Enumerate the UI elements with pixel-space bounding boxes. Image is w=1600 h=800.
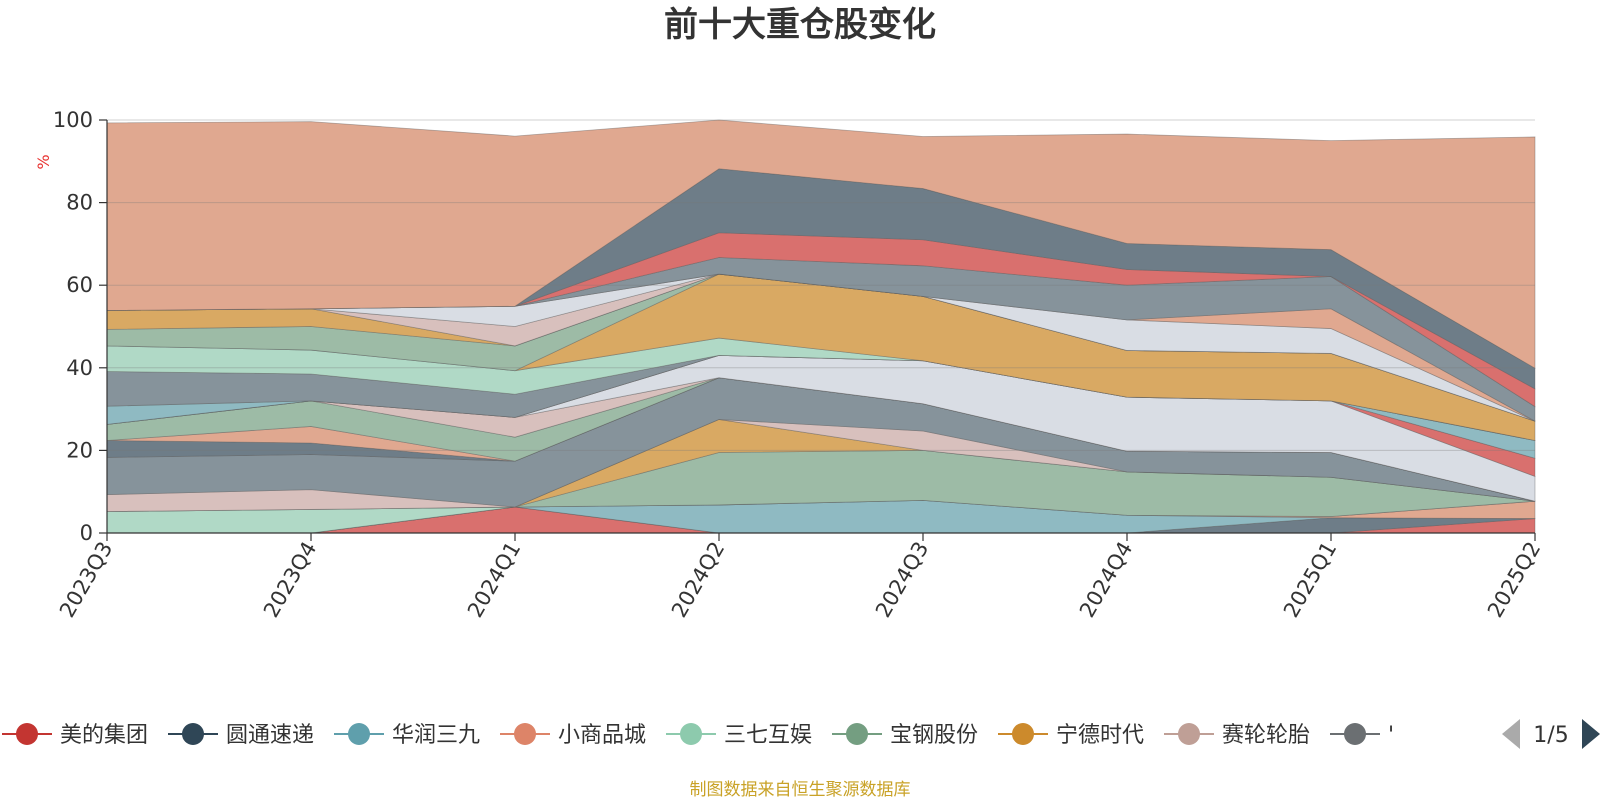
legend-label: 赛轮轮胎: [1222, 723, 1310, 748]
legend-label: 宝钢股份: [890, 723, 978, 748]
legend-label: 华润三九: [392, 723, 480, 748]
y-tick-label: 20: [66, 438, 93, 462]
legend-item-1[interactable]: 圆通速递: [168, 723, 314, 748]
y-tick-label: 0: [80, 521, 93, 545]
area-series-14[interactable]: [106, 355, 1536, 477]
legend-label: 圆通速递: [226, 723, 314, 748]
legend-marker-icon: [514, 723, 536, 745]
x-tick-label: 2023Q4: [259, 538, 321, 622]
legend-marker-icon: [16, 723, 38, 745]
y-tick-label: 100: [53, 108, 93, 132]
legend-marker-icon: [1178, 723, 1200, 745]
legend-marker-icon: [846, 723, 868, 745]
legend-item-7[interactable]: 赛轮轮胎: [1164, 723, 1310, 748]
legend-label: 宁德时代: [1056, 723, 1144, 748]
chart-title: 前十大重仓股变化: [664, 5, 936, 45]
legend-item-6[interactable]: 宁德时代: [998, 723, 1144, 748]
x-tick-label: 2024Q3: [871, 538, 933, 622]
legend-marker-icon: [680, 723, 702, 745]
legend-marker-icon: [1012, 723, 1034, 745]
legend-prev-page-icon[interactable]: [1502, 719, 1520, 749]
legend: 美的集团 圆通速递 华润三九 小商品城 三七互娱 宝钢股份 宁德时代 赛轮轮胎 ' 1/5: [2, 719, 1600, 749]
legend-label: 美的集团: [60, 723, 148, 748]
legend-item-3[interactable]: 小商品城: [500, 723, 646, 748]
legend-item-8[interactable]: ': [1330, 723, 1394, 748]
legend-marker-icon: [182, 723, 204, 745]
area-series-13[interactable]: [106, 355, 1536, 502]
y-tick-label: 60: [66, 273, 93, 297]
grid-lines: [107, 119, 1535, 451]
legend-marker-icon: [1344, 723, 1366, 745]
legend-label: 三七互娱: [724, 723, 812, 748]
x-tick-label: 2025Q2: [1483, 538, 1545, 622]
legend-next-page-icon[interactable]: [1582, 719, 1600, 749]
area-series-27[interactable]: [106, 119, 1536, 369]
footer-source: 制图数据来自恒生聚源数据库: [690, 780, 911, 800]
legend-item-5[interactable]: 宝钢股份: [832, 723, 978, 748]
y-tick-label: 80: [66, 191, 93, 215]
plot-areas: [106, 119, 1536, 534]
y-tick-label: 40: [66, 356, 93, 380]
x-tick-label: 2024Q2: [667, 538, 729, 622]
legend-item-2[interactable]: 华润三九: [334, 723, 480, 748]
x-tick-label: 2023Q3: [55, 538, 117, 622]
x-tick-label: 2025Q1: [1279, 538, 1341, 622]
area-series-25[interactable]: [106, 232, 1536, 408]
legend-label: ': [1388, 723, 1394, 748]
y-axis-unit: %: [34, 154, 53, 169]
x-tick-label: 2024Q4: [1075, 538, 1137, 622]
legend-page-indicator: 1/5: [1533, 723, 1568, 748]
x-tick-label: 2024Q1: [463, 538, 525, 622]
legend-item-4[interactable]: 三七互娱: [666, 723, 812, 748]
legend-marker-icon: [348, 723, 370, 745]
legend-item-0[interactable]: 美的集团: [2, 723, 148, 748]
area-series-26[interactable]: [106, 168, 1536, 390]
legend-label: 小商品城: [558, 723, 646, 748]
